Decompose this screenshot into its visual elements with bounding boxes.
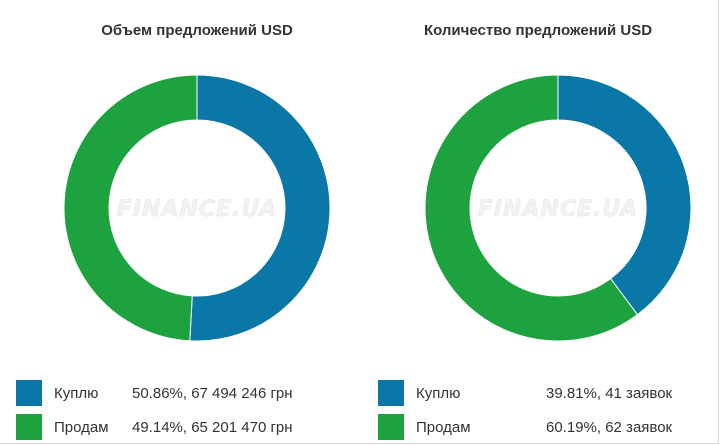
- count-donut-chart: FINANCE.UA: [424, 74, 692, 342]
- buy-slice[interactable]: [557, 74, 692, 316]
- count-chart-panel: Количество предложений USD FINANCE.UA Ку…: [360, 0, 720, 445]
- legend-label-sell: Продам: [54, 419, 109, 436]
- legend-label-sell: Продам: [416, 419, 471, 436]
- volume-chart-title: Объем предложений USD: [101, 22, 293, 39]
- finance-ua-watermark: FINANCE.UA: [117, 197, 278, 222]
- legend-label-buy: Куплю: [416, 385, 461, 402]
- legend-value-buy: 50.86%, 67 494 246 грн: [132, 385, 293, 402]
- legend-value-sell: 49.14%, 65 201 470 грн: [132, 419, 293, 436]
- legend-label-buy: Куплю: [54, 385, 99, 402]
- legend-value-sell: 60.19%, 62 заявок: [546, 419, 673, 436]
- finance-ua-watermark: FINANCE.UA: [478, 197, 639, 222]
- sell-slice[interactable]: [63, 74, 198, 342]
- legend-swatch-sell: [378, 414, 404, 440]
- legend-swatch-sell: [16, 414, 42, 440]
- count-chart-title: Количество предложений USD: [423, 22, 653, 39]
- legend-swatch-buy: [16, 380, 42, 406]
- legend-value-buy: 39.81%, 41 заявок: [546, 385, 673, 402]
- legend-swatch-buy: [378, 380, 404, 406]
- volume-chart-panel: Объем предложений USD FINANCE.UA Куплю 5…: [16, 22, 331, 440]
- buy-slice[interactable]: [189, 74, 331, 342]
- sell-slice[interactable]: [424, 74, 639, 342]
- volume-donut-chart: FINANCE.UA: [63, 74, 331, 342]
